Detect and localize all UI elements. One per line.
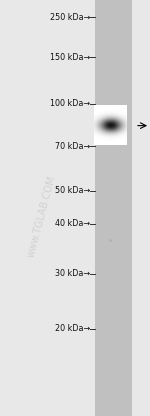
- Text: 100 kDa→: 100 kDa→: [50, 99, 90, 109]
- Text: www.TGLAB.COM: www.TGLAB.COM: [26, 174, 58, 258]
- Text: 250 kDa→: 250 kDa→: [50, 13, 90, 22]
- Text: 50 kDa→: 50 kDa→: [55, 186, 90, 195]
- Text: 40 kDa→: 40 kDa→: [55, 219, 90, 228]
- Text: 70 kDa→: 70 kDa→: [55, 142, 90, 151]
- Text: 30 kDa→: 30 kDa→: [55, 269, 90, 278]
- Bar: [94, 0, 132, 416]
- Text: 20 kDa→: 20 kDa→: [55, 324, 90, 333]
- Text: 150 kDa→: 150 kDa→: [50, 53, 90, 62]
